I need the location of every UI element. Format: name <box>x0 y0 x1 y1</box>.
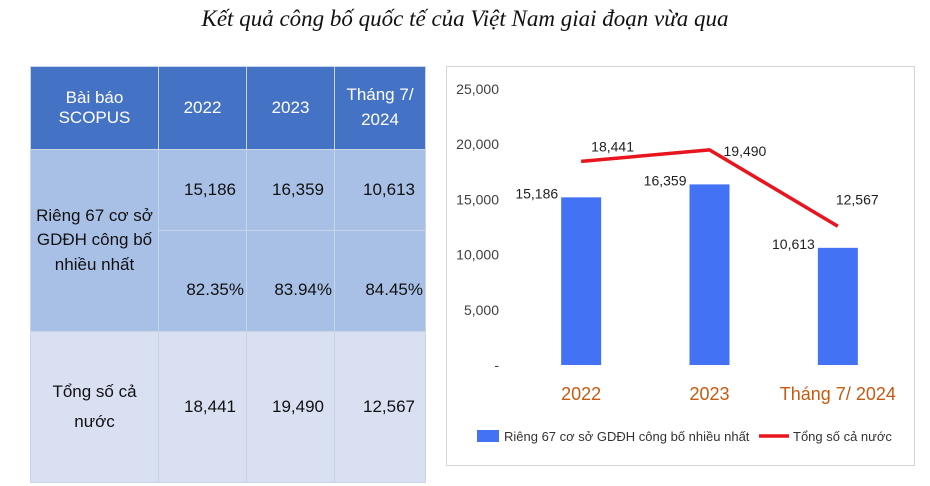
header-2022: 2022 <box>158 66 247 150</box>
y-tick-label: 10,000 <box>456 247 499 263</box>
line-value-label: 12,567 <box>836 191 879 207</box>
row-label-total: Tổng số cả nước <box>30 331 159 483</box>
row-label-top67: Riêng 67 cơ sở GDĐH công bố nhiều nhất <box>30 149 159 332</box>
y-tick-label: 20,000 <box>456 136 499 152</box>
bar <box>689 184 730 365</box>
y-tick-label: - <box>494 357 499 373</box>
percent-2024: 84.45% <box>334 230 426 332</box>
publication-chart: - 5,000 10,000 15,000 20,000 25,000 15,186 16,3… <box>456 81 896 444</box>
legend-bar-label: Riêng 67 cơ sở GDĐH công bố nhiều nhất <box>504 429 750 444</box>
header-label: Bài báo SCOPUS <box>30 66 159 150</box>
bar <box>817 247 858 365</box>
row-label-total-text: Tổng số cả nước <box>52 382 137 431</box>
total-2022: 18,441 <box>158 331 247 483</box>
chart-panel: - 5,000 10,000 15,000 20,000 25,000 15,186 16,3… <box>446 66 915 466</box>
total-2024: 12,567 <box>334 331 426 483</box>
bar <box>561 197 602 365</box>
total-line <box>581 148 839 228</box>
y-tick-label: 25,000 <box>456 81 499 97</box>
y-tick-label: 15,000 <box>456 191 499 207</box>
category-label: 2022 <box>561 384 601 404</box>
bar-value-label: 10,613 <box>772 236 815 252</box>
legend-line-label: Tổng số cả nước <box>793 429 892 444</box>
count-2023: 16,359 <box>246 149 335 231</box>
category-label: Tháng 7/ 2024 <box>780 384 896 404</box>
count-2024: 10,613 <box>334 149 426 231</box>
percent-2023: 83.94% <box>246 230 335 332</box>
line-value-label: 19,490 <box>724 143 767 159</box>
y-tick-label: 5,000 <box>464 302 499 318</box>
scopus-table: Bài báo SCOPUS 2022 2023 Tháng 7/ 2024 R… <box>30 66 426 483</box>
row-label-top67-text: Riêng 67 cơ sở GDĐH công bố nhiều nhất <box>36 205 153 274</box>
percent-2022: 82.35% <box>158 230 247 332</box>
total-2023: 19,490 <box>246 331 335 483</box>
bar-value-label: 16,359 <box>644 172 687 188</box>
header-2024-text: Tháng 7/ 2024 <box>346 85 414 129</box>
count-2022: 15,186 <box>158 149 247 231</box>
category-label: 2023 <box>689 384 729 404</box>
line-value-label: 18,441 <box>591 138 634 154</box>
page-title: Kết quả công bố quốc tế của Việt Nam gia… <box>201 6 729 31</box>
header-2024: Tháng 7/ 2024 <box>334 66 426 150</box>
legend-bar-swatch <box>477 430 499 442</box>
bar-value-label: 15,186 <box>515 185 558 201</box>
header-2023: 2023 <box>246 66 335 150</box>
